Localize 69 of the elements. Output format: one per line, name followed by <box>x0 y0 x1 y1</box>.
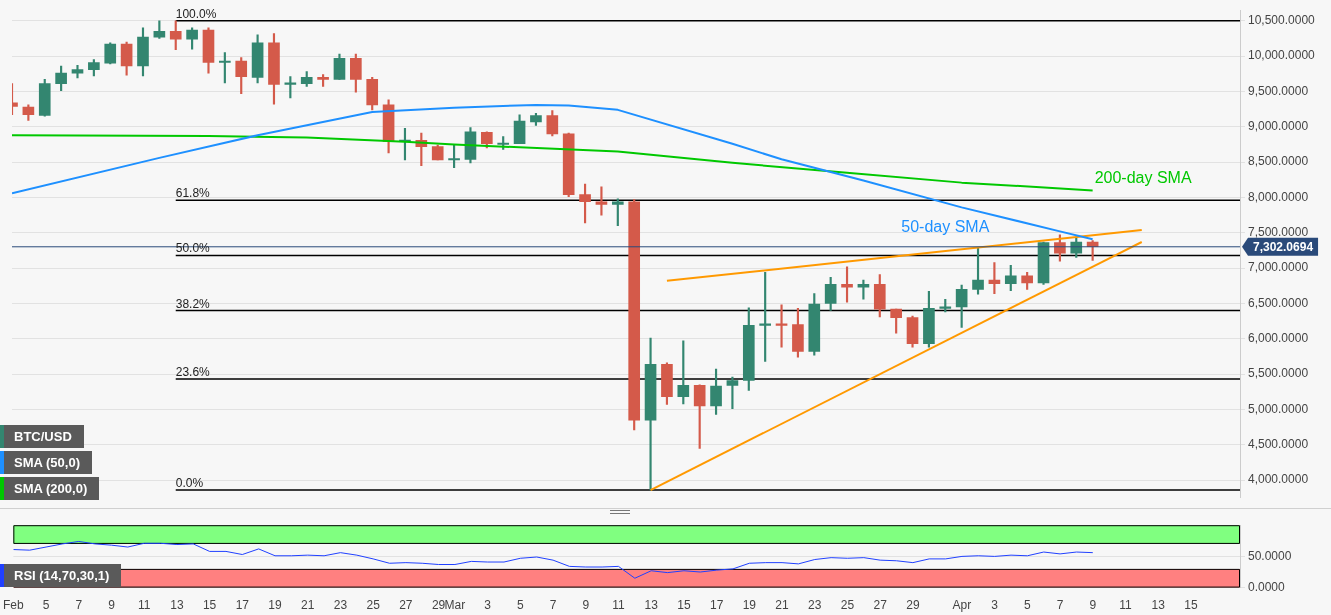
x-tick-label: 13 <box>1151 598 1166 613</box>
y-tick-label: 10,000.0000 <box>1248 48 1316 63</box>
annotation: 61.8% <box>175 186 211 201</box>
x-tick-label: 15 <box>677 598 691 613</box>
x-tick-label: 17 <box>709 598 724 613</box>
x-tick-label: 21 <box>301 598 315 613</box>
ref-line-label: 7,302.0694 <box>1253 240 1314 255</box>
x-tick-label: 19 <box>742 598 757 613</box>
x-tick-label: 11 <box>1119 598 1133 613</box>
x-tick-label: 25 <box>840 598 855 613</box>
y-tick-label: 6,000.0000 <box>1248 331 1309 346</box>
annotation: 38.2% <box>175 296 211 311</box>
y-tick-label: 7,000.0000 <box>1248 260 1309 275</box>
y-tick-label: 7,500.0000 <box>1248 225 1309 240</box>
y-tick-label: 6,500.0000 <box>1248 295 1309 310</box>
candlestick <box>595 186 608 216</box>
y-tick-label: 5,500.0000 <box>1248 366 1309 381</box>
x-tick-label: 9 <box>582 598 590 613</box>
x-tick-label: 13 <box>170 598 184 613</box>
y-tick-label: 10,500.0000 <box>1248 13 1316 28</box>
legend-label: BTC/USD <box>0 425 84 448</box>
x-tick-label: 17 <box>235 598 250 613</box>
x-tick-label: Apr <box>952 598 972 613</box>
legend-label: RSI (14,70,30,1) <box>0 564 122 587</box>
annotation: 100.0% <box>175 6 217 21</box>
y-tick-label: 50.0000 <box>1248 548 1292 563</box>
y-tick-label: 8,000.0000 <box>1248 189 1309 204</box>
y-tick-label: 8,500.0000 <box>1248 154 1309 169</box>
y-tick-label: 0.0000 <box>1248 579 1286 594</box>
x-tick-label: 13 <box>644 598 659 613</box>
x-tick-label: 29 <box>906 598 920 613</box>
y-tick-label: 4,500.0000 <box>1248 437 1309 452</box>
y-tick-label: 4,000.0000 <box>1248 472 1309 487</box>
annotation: 50-day SMA <box>901 217 990 235</box>
x-tick-label: 19 <box>268 598 283 613</box>
x-tick-label: 7 <box>1056 598 1064 613</box>
x-tick-label: 25 <box>366 598 381 613</box>
x-tick-label: 23 <box>333 598 348 613</box>
y-tick-label: 9,000.0000 <box>1248 119 1309 134</box>
x-tick-label: 3 <box>484 598 492 613</box>
x-tick-label: 27 <box>873 598 888 613</box>
x-tick-label: 7 <box>549 598 557 613</box>
x-tick-label: Mar <box>444 598 466 613</box>
annotation: 0.0% <box>175 476 204 491</box>
x-tick-label: 27 <box>399 598 413 613</box>
x-tick-label: 29 <box>431 598 446 613</box>
x-tick-label: 5 <box>517 598 525 613</box>
x-tick-label: 21 <box>775 598 790 613</box>
annotation: 23.6% <box>175 365 211 380</box>
y-tick-label: 9,500.0000 <box>1248 83 1309 98</box>
x-tick-label: 7 <box>75 598 83 613</box>
candlestick <box>759 272 771 362</box>
candlestick <box>726 376 739 410</box>
x-tick-label: 11 <box>612 598 626 613</box>
x-tick-label: 11 <box>137 598 151 613</box>
legend-label: SMA (50,0) <box>0 451 92 474</box>
x-tick-label: 9 <box>1089 598 1097 613</box>
x-tick-label: 15 <box>1184 598 1198 613</box>
x-tick-label: 5 <box>1024 598 1032 613</box>
x-tick-label: 23 <box>808 598 822 613</box>
x-tick-label: 3 <box>991 598 999 613</box>
annotation: 200-day SMA <box>1094 168 1192 186</box>
x-tick-label: 9 <box>108 598 116 613</box>
y-tick-label: 5,000.0000 <box>1248 401 1309 416</box>
x-tick-label: 5 <box>42 598 50 613</box>
x-tick-label: 15 <box>202 598 217 613</box>
legend-label: SMA (200,0) <box>0 477 100 500</box>
candlestick <box>71 64 84 79</box>
x-tick-label: Feb <box>3 598 24 613</box>
